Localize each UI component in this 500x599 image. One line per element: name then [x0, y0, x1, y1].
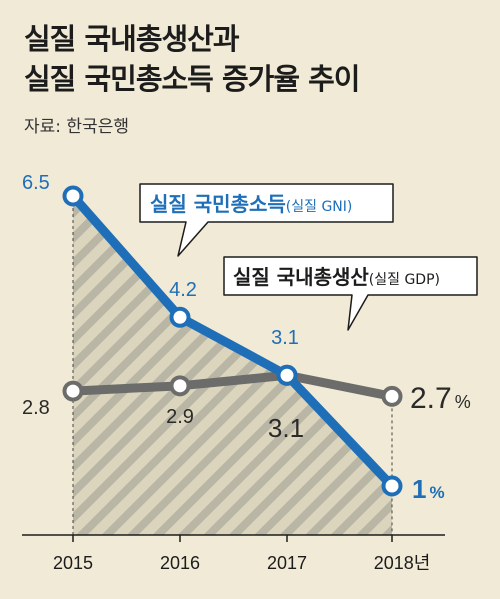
gdp-point — [169, 375, 191, 397]
gni-point — [381, 475, 403, 497]
gdp-legend-sublabel: (실질 GDP) — [369, 272, 440, 288]
chart-title-line-1: 실질 국내총생산과 — [24, 22, 240, 56]
gdp-data-label: 3.1 — [268, 413, 304, 443]
gni-point — [62, 185, 84, 207]
gdp-unit-label: % — [455, 392, 471, 412]
gni-series-line — [69, 193, 396, 490]
x-tick-label: 2017 — [267, 553, 307, 573]
gdp-point — [381, 385, 403, 407]
source-note: 자료: 한국은행 — [24, 117, 129, 137]
gdp-series-line — [72, 370, 393, 401]
gni-data-label: 4.2 — [169, 279, 197, 301]
x-tick-label: 2018년 — [374, 553, 431, 573]
gni-legend-callout — [139, 183, 394, 257]
gdp-data-label: 2.7% — [410, 382, 471, 415]
gdp-data-label: 2.8 — [22, 397, 50, 419]
gdp-data-label: 2.9 — [166, 406, 194, 428]
x-tick-label: 2016 — [160, 553, 200, 573]
gni-data-label: 6.5 — [22, 172, 50, 194]
gni-point — [169, 306, 191, 328]
x-tick-label: 2015 — [53, 553, 93, 573]
chart-title-line-2: 실질 국민총소득 증가율 추이 — [24, 62, 360, 96]
gdp-point — [62, 380, 84, 402]
gni-legend-sublabel: (실질 GNI) — [286, 199, 353, 215]
gni-area-fill — [73, 196, 392, 535]
gni-data-label: 1% — [412, 474, 445, 504]
gni-data-label: 3.1 — [271, 327, 299, 349]
gni-point — [276, 364, 298, 386]
gdp-legend-callout — [223, 256, 478, 331]
gni-unit-label: % — [429, 483, 444, 502]
